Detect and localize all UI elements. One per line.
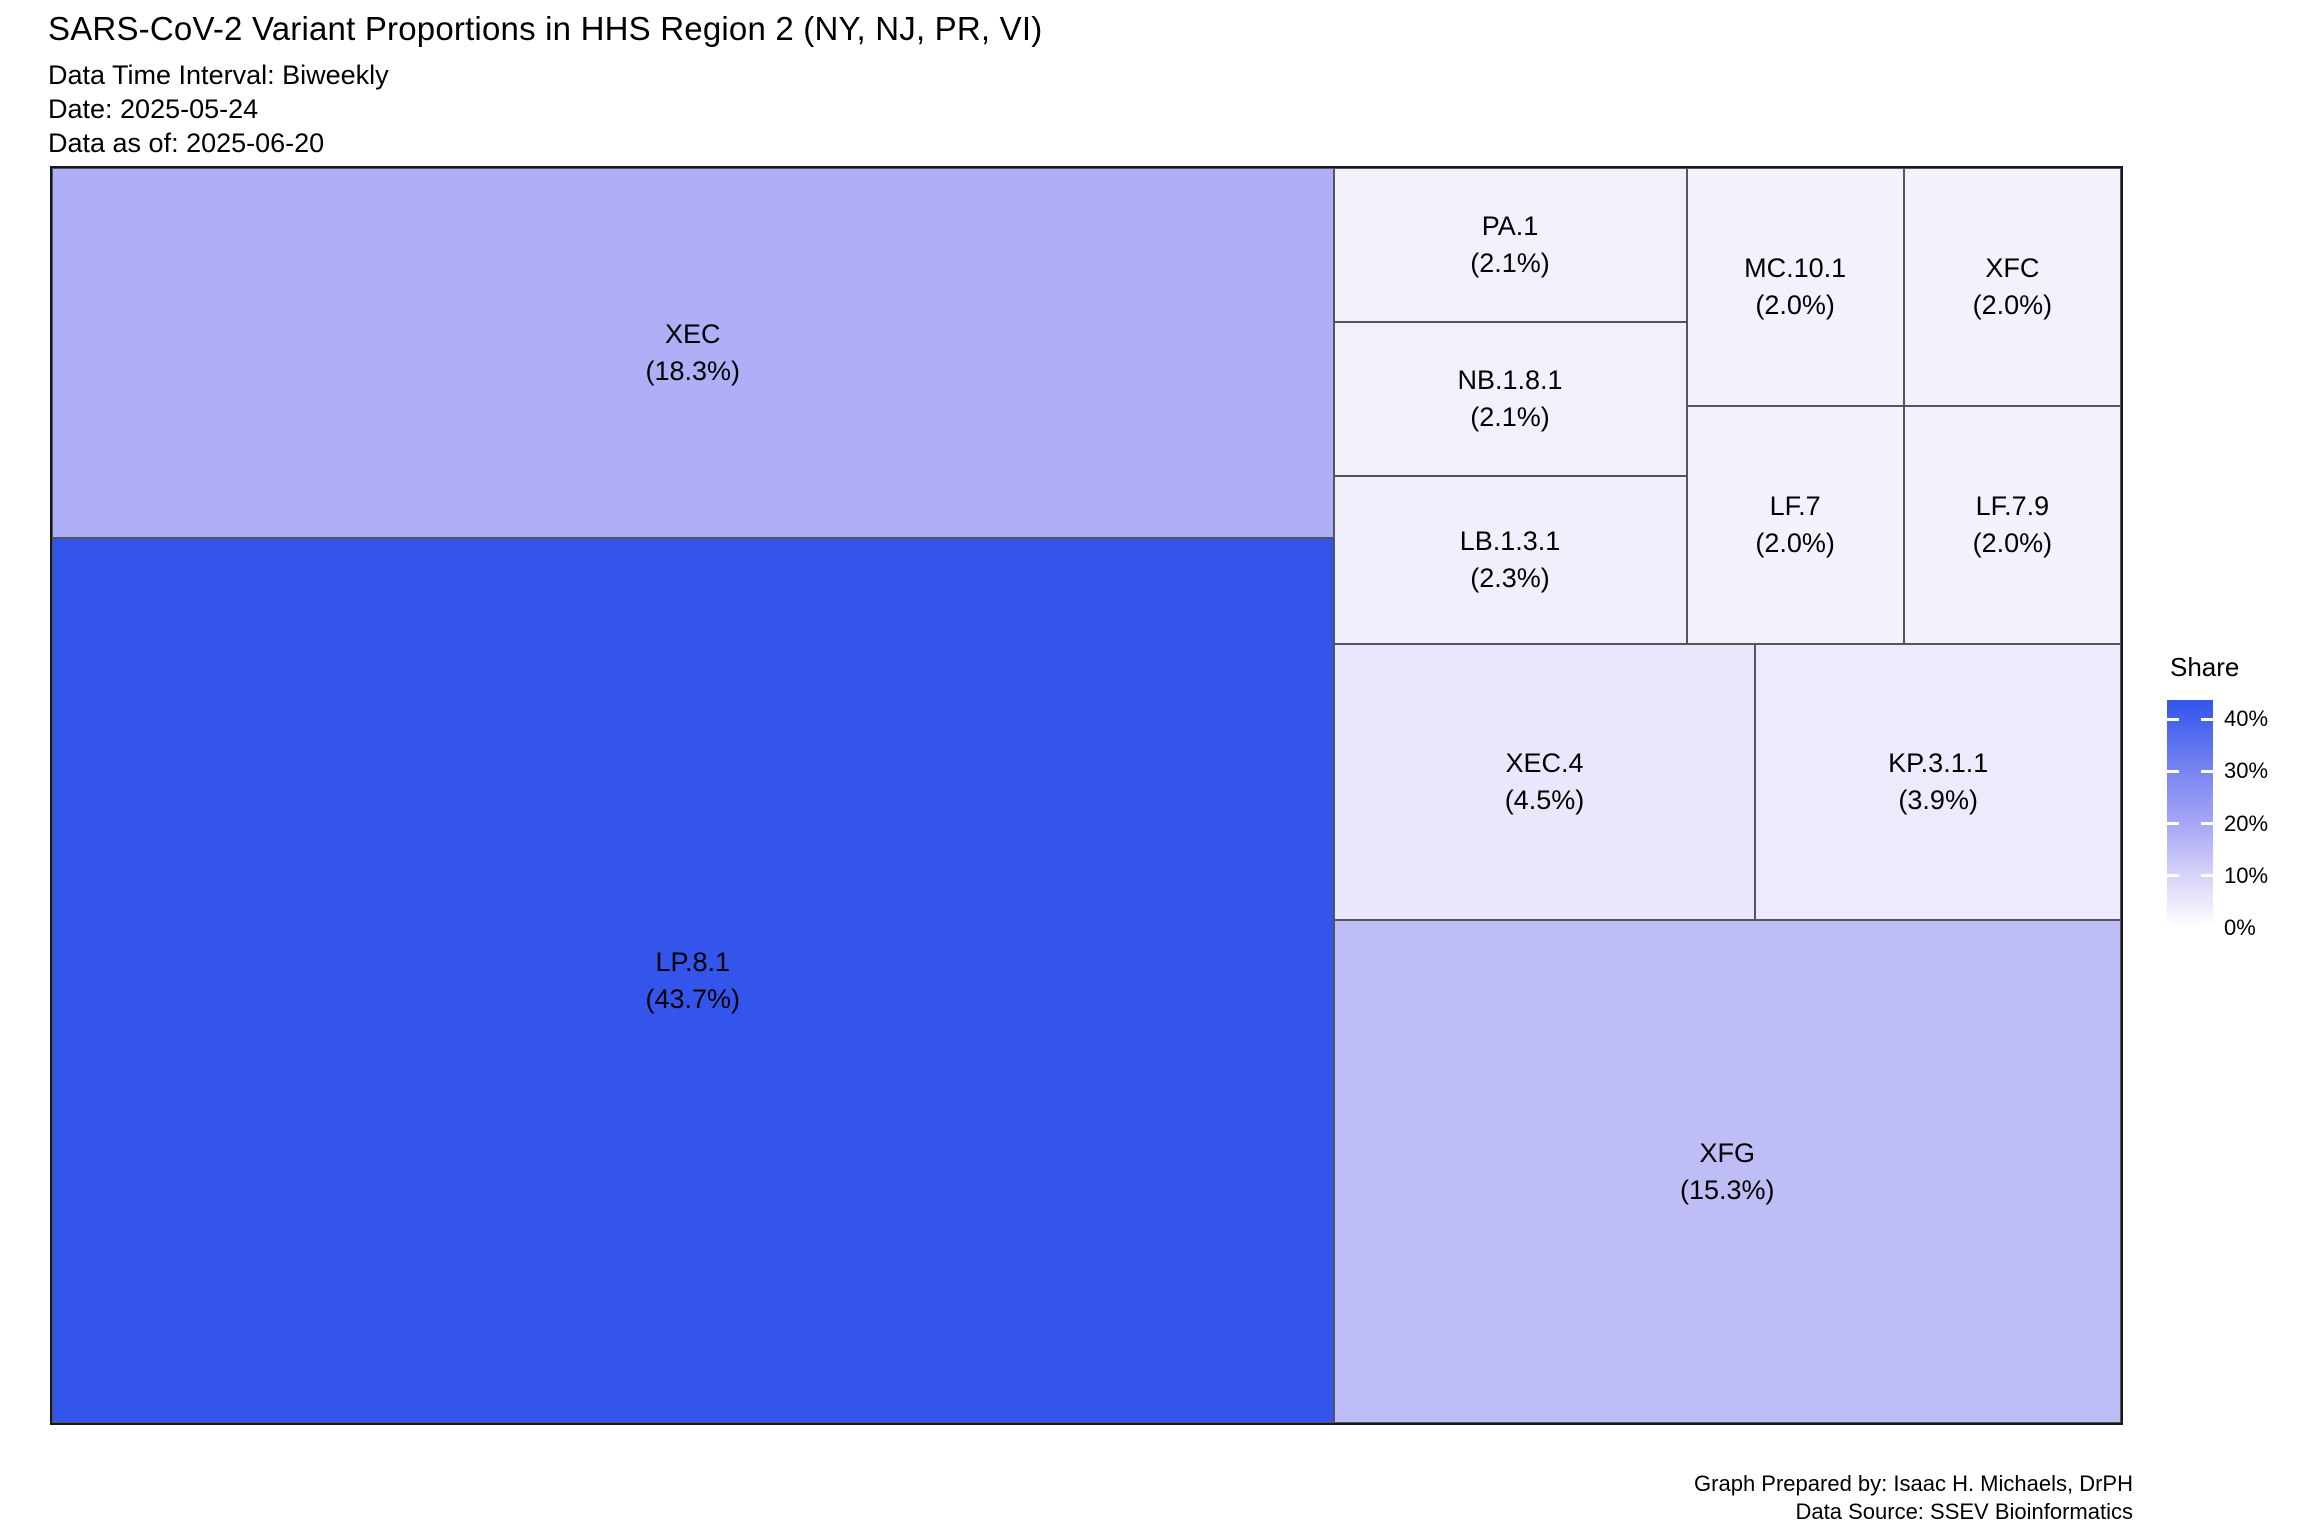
treemap-cell-kp-3-1-1: KP.3.1.1 (3.9%): [1755, 644, 2121, 921]
cell-share-value: (2.0%): [1755, 290, 1835, 321]
legend: Share 40% 30% 20% 10% 0%: [2167, 652, 2304, 972]
legend-tick-mark: [2201, 874, 2213, 878]
subtitle-time-interval: Data Time Interval: Biweekly: [48, 60, 389, 90]
legend-tick-mark: [2201, 769, 2213, 773]
treemap-cell-xfc: XFC (2.0%): [1903, 168, 2121, 407]
cell-variant-name: LF.7: [1769, 491, 1821, 522]
footer-data-source: Data Source: SSEV Bioinformatics: [1795, 1499, 2133, 1524]
cell-variant-name: LB.1.3.1: [1459, 525, 1561, 556]
cell-share-value: (2.0%): [1972, 528, 2053, 559]
treemap-cell-nb-1-8-1: NB.1.8.1 (2.1%): [1333, 321, 1687, 476]
cell-variant-name: NB.1.8.1: [1457, 364, 1563, 395]
treemap-cell-xec-4: XEC.4 (4.5%): [1333, 644, 1756, 921]
cell-variant-name: LP.8.1: [655, 946, 731, 977]
cell-share-value: (15.3%): [1679, 1174, 1775, 1205]
legend-tick-mark: [2167, 717, 2179, 721]
legend-tick-mark: [2201, 717, 2213, 721]
legend-tick-mark: [2167, 822, 2179, 826]
cell-variant-name: PA.1: [1481, 210, 1539, 241]
treemap-cell-lf-7: LF.7 (2.0%): [1686, 406, 1904, 645]
treemap-panel: XEC (18.3%) LP.8.1 (43.7%) PA.1 (2.1%) NB.1.8.…: [50, 166, 2123, 1425]
cell-share-value: (3.9%): [1898, 785, 1978, 816]
legend-tick-mark: [2201, 923, 2213, 927]
cell-variant-name: XFC: [1985, 253, 2040, 284]
chart-subtitle: Data Time Interval: Biweekly Date: 2025-…: [48, 58, 389, 160]
legend-tick-label: 30%: [2224, 758, 2269, 784]
page-title: SARS-CoV-2 Variant Proportions in HHS Re…: [48, 10, 1043, 47]
cell-share-value: (2.1%): [1470, 247, 1550, 278]
legend-tick-label: 0%: [2224, 915, 2256, 940]
cell-variant-name: XEC.4: [1505, 748, 1584, 779]
cell-variant-name: LF.7.9: [1975, 491, 2050, 522]
treemap-cell-mc-10-1: MC.10.1 (2.0%): [1686, 168, 1904, 407]
cell-share-value: (2.0%): [1755, 528, 1835, 559]
cell-share-value: (18.3%): [645, 356, 741, 387]
cell-variant-name: XFG: [1699, 1137, 1756, 1168]
legend-tick-label: 20%: [2224, 810, 2269, 836]
treemap-cell-pa-1: PA.1 (2.1%): [1333, 168, 1687, 322]
treemap-cell-lp-8-1: LP.8.1 (43.7%): [52, 538, 1334, 1423]
legend-tick-label: 10%: [2224, 862, 2269, 888]
legend-tick-mark: [2167, 769, 2179, 773]
treemap-cell-lb-1-3-1: LB.1.3.1 (2.3%): [1333, 475, 1687, 645]
legend-tick-mark: [2167, 923, 2179, 927]
treemap-cell-lf-7-9: LF.7.9 (2.0%): [1903, 406, 2121, 645]
cell-variant-name: XEC: [665, 319, 721, 350]
chart-footer: Graph Prepared by: Isaac H. Michaels, Dr…: [1694, 1470, 2133, 1526]
cell-share-value: (4.5%): [1504, 785, 1585, 816]
cell-variant-name: MC.10.1: [1744, 253, 1847, 284]
footer-prepared-by: Graph Prepared by: Isaac H. Michaels, Dr…: [1694, 1471, 2133, 1496]
treemap-cell-xfg: XFG (15.3%): [1333, 920, 2121, 1423]
legend-tick-mark: [2201, 822, 2213, 826]
legend-gradient-bar: [2167, 700, 2213, 928]
subtitle-date: Date: 2025-05-24: [48, 94, 259, 124]
treemap-cell-xec: XEC (18.3%): [52, 168, 1334, 539]
legend-tick-mark: [2167, 874, 2179, 878]
legend-title: Share: [2170, 652, 2240, 682]
cell-share-value: (2.0%): [1972, 290, 2053, 321]
cell-share-value: (2.1%): [1470, 401, 1550, 432]
cell-share-value: (2.3%): [1470, 562, 1550, 593]
subtitle-data-as-of: Data as of: 2025-06-20: [48, 128, 325, 158]
cell-share-value: (43.7%): [645, 983, 741, 1014]
legend-tick-label: 40%: [2224, 706, 2269, 732]
cell-variant-name: KP.3.1.1: [1888, 748, 1989, 779]
